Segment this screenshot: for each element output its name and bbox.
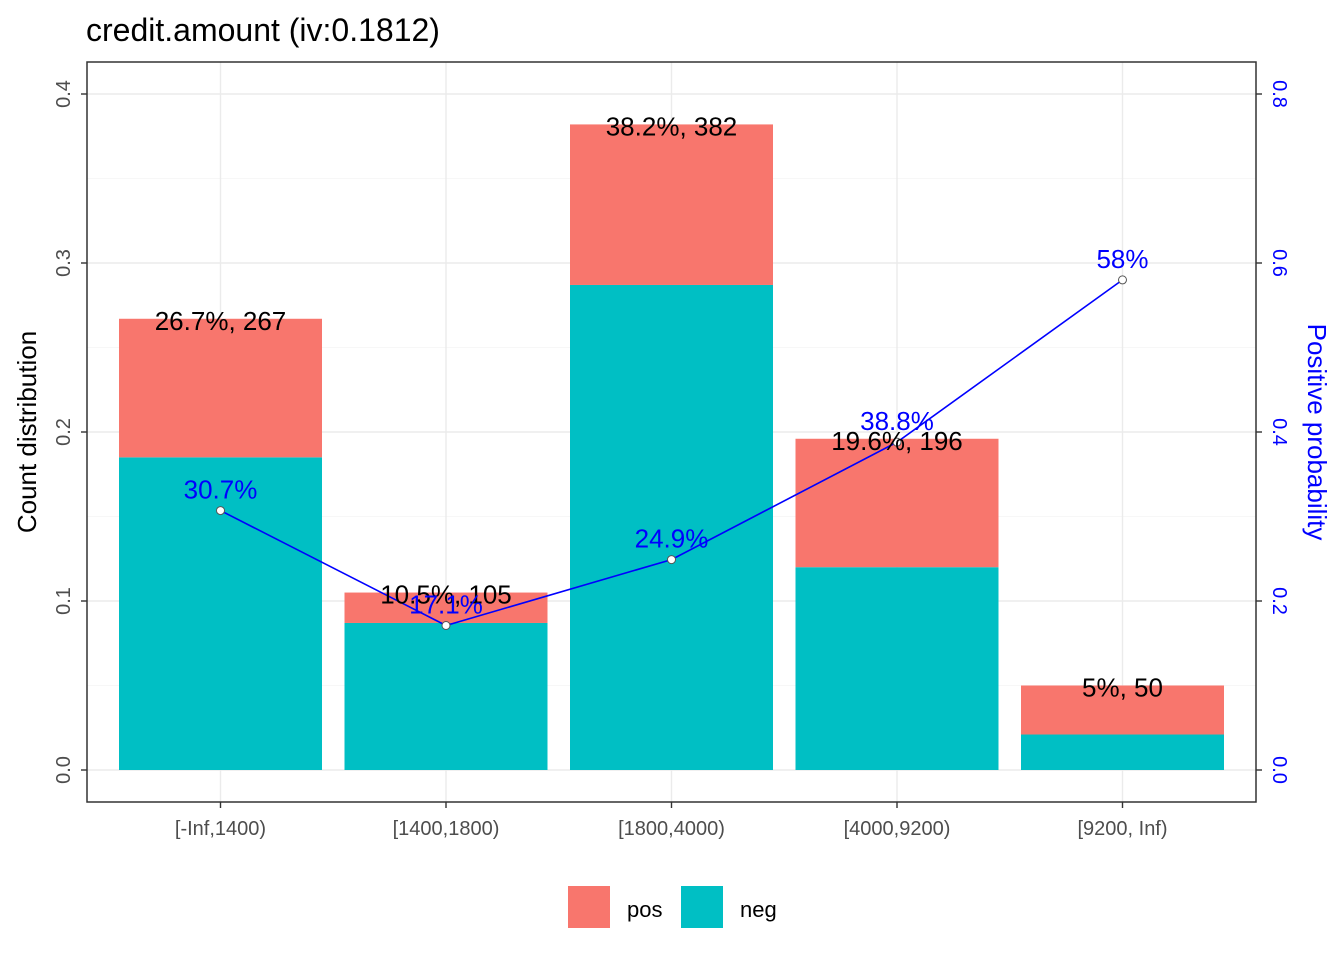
- legend-key-neg: [681, 886, 723, 928]
- y2-tick-label: 0.2: [1268, 587, 1290, 615]
- bar-label: 5%, 50: [1082, 673, 1163, 703]
- y2-tick-label: 0.0: [1268, 756, 1290, 784]
- y-axis-title: Count distribution: [12, 331, 42, 533]
- data-labels: 26.7%, 267 10.5%, 105 38.2%, 382 19.6%, 196…: [155, 111, 1163, 702]
- probability-label: 38.8%: [860, 406, 934, 436]
- bar-pos: [1021, 685, 1224, 735]
- y-axis-left: 0.0 0.1 0.2 0.3 0.4: [53, 80, 87, 784]
- bar-pos: [795, 438, 999, 568]
- y-tick-label: 0.0: [53, 756, 75, 784]
- probability-label: 24.9%: [635, 524, 709, 554]
- probability-point: [892, 437, 902, 447]
- bars: [119, 124, 1224, 770]
- bar-neg: [570, 284, 773, 770]
- positive-probability-line: [216, 275, 1127, 631]
- x-tick-label: [9200, Inf): [1077, 818, 1167, 840]
- legend-label-neg: neg: [740, 897, 777, 922]
- bar-neg: [795, 567, 999, 770]
- y2-tick-label: 0.4: [1268, 418, 1290, 446]
- x-tick-label: [1400,1800): [393, 818, 500, 840]
- legend-key-pos: [568, 886, 610, 928]
- bar-pos: [344, 592, 548, 623]
- x-tick-label: [1800,4000): [618, 818, 725, 840]
- x-tick-label: [-Inf,1400): [175, 818, 266, 840]
- y-tick-label: 0.4: [53, 80, 75, 108]
- probability-point: [216, 506, 225, 516]
- bar-label: 38.2%, 382: [606, 111, 738, 141]
- y-tick-label: 0.1: [53, 587, 75, 615]
- y-axis-right: 0.0 0.2 0.4 0.6 0.8: [1256, 80, 1290, 784]
- bar-pos: [119, 318, 322, 458]
- y2-tick-label: 0.6: [1268, 249, 1290, 277]
- x-tick-label: [4000,9200): [844, 818, 951, 840]
- y2-axis-title: Positive probability: [1302, 324, 1332, 541]
- legend: pos neg: [568, 886, 777, 928]
- bar-neg: [344, 622, 548, 770]
- y-tick-label: 0.2: [53, 418, 75, 446]
- probability-label: 30.7%: [184, 475, 258, 505]
- bar-label: 10.5%, 105: [380, 580, 512, 610]
- bar-label: 19.6%, 196: [831, 426, 963, 456]
- probability-label: 58%: [1096, 244, 1148, 274]
- chart-title: credit.amount (iv:0.1812): [86, 12, 440, 48]
- probability-label: 17.1%: [409, 590, 483, 620]
- probability-point: [441, 621, 451, 631]
- legend-label-pos: pos: [627, 897, 662, 922]
- probability-point: [1118, 275, 1127, 285]
- y2-tick-label: 0.8: [1268, 80, 1290, 108]
- probability-point: [667, 555, 676, 565]
- y-tick-label: 0.3: [53, 249, 75, 277]
- bar-pos: [570, 124, 773, 285]
- bar-neg: [1021, 734, 1224, 770]
- x-axis: [-Inf,1400) [1400,1800) [1800,4000) [4000,9…: [175, 802, 1168, 840]
- bar-label: 26.7%, 267: [155, 306, 287, 336]
